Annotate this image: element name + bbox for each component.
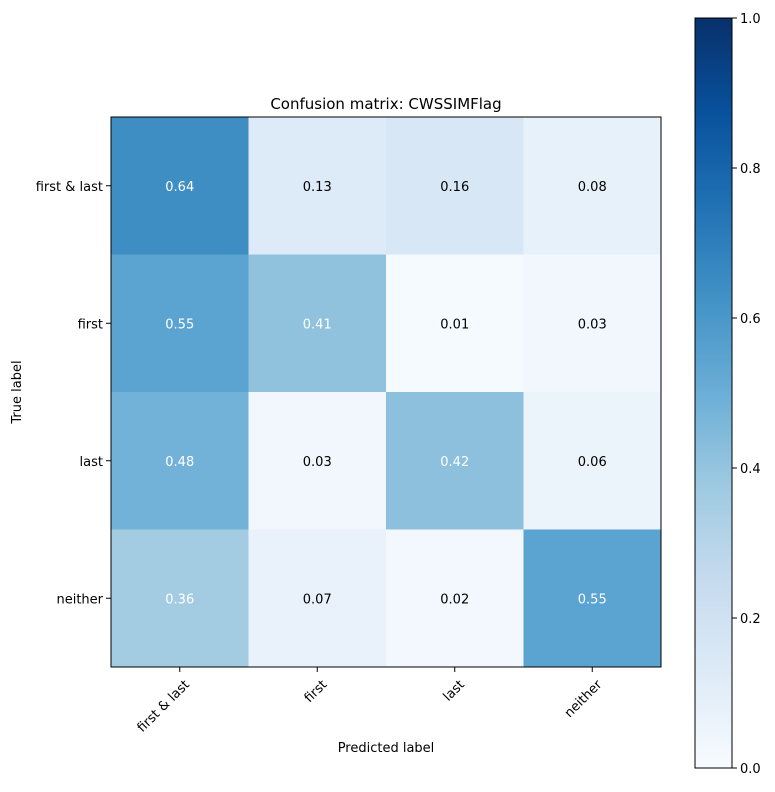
x-axis-label: Predicted label [338, 741, 435, 756]
cell-value-label: 0.36 [165, 592, 194, 607]
heatmap-cell [386, 117, 524, 255]
colorbar-tick-label: 0.8 [740, 162, 761, 177]
cell-value-label: 0.41 [303, 317, 332, 332]
heatmap-cell [523, 529, 662, 668]
cell-value-label: 0.08 [578, 180, 607, 195]
heatmap-cell [248, 117, 387, 255]
plot-frame [110, 116, 662, 668]
heatmap-cell [386, 529, 524, 668]
colorbar-tick-label: 1.0 [740, 12, 761, 27]
x-tick-label: last [441, 677, 468, 704]
heatmap-cell [386, 392, 524, 530]
y-axis: first & last first last neither [36, 180, 111, 607]
cell-value-label: 0.01 [440, 317, 469, 332]
heatmap-cell [111, 529, 249, 668]
y-tick-label: first [78, 317, 103, 332]
y-tick-label: last [80, 455, 103, 470]
heatmap-cell [248, 392, 387, 530]
colorbar-tick-label: 0.2 [740, 612, 761, 627]
cell-value-label: 0.55 [578, 592, 607, 607]
x-axis: first & last first last neither [135, 667, 606, 736]
heatmap-cell [523, 392, 662, 530]
colorbar-tick-label: 0.0 [740, 762, 761, 777]
heatmap-cell [523, 254, 662, 393]
cell-value-label: 0.55 [165, 317, 194, 332]
heatmap-cell [248, 529, 387, 668]
chart-title: Confusion matrix: CWSSIMFlag [270, 95, 501, 113]
colorbar-gradient [694, 17, 733, 769]
cell-value-label: 0.03 [303, 455, 332, 470]
y-axis-label: True label [10, 360, 25, 424]
heatmap-cell [111, 254, 249, 393]
cell-value-label: 0.02 [440, 592, 469, 607]
x-tick-label: first & last [135, 677, 193, 735]
colorbar-tick-label: 0.6 [740, 312, 761, 327]
heatmap-cells [111, 117, 662, 668]
cell-value-label: 0.07 [303, 592, 332, 607]
cell-value-label: 0.13 [303, 180, 332, 195]
y-tick-label: first & last [36, 180, 103, 195]
heatmap-cell [111, 392, 249, 530]
cell-value-label: 0.42 [440, 455, 469, 470]
cell-value-label: 0.03 [578, 317, 607, 332]
cell-value-label: 0.48 [165, 455, 194, 470]
colorbar: 0.0 0.2 0.4 0.6 0.8 1.0 [694, 12, 761, 777]
cell-value-label: 0.64 [165, 180, 194, 195]
cell-value-label: 0.16 [440, 180, 469, 195]
heatmap-cell [248, 254, 387, 393]
x-tick-label: first [302, 677, 331, 706]
x-tick-label: neither [562, 677, 606, 721]
heatmap-cell [523, 117, 662, 255]
heatmap-cell-labels: 0.64 0.13 0.16 0.08 0.55 0.41 0.01 0.03 0.48 0.03… [165, 180, 606, 608]
colorbar-tick-label: 0.4 [740, 462, 761, 477]
heatmap-cell [111, 117, 249, 255]
heatmap-cell [386, 254, 524, 393]
cell-value-label: 0.06 [578, 455, 607, 470]
y-tick-label: neither [56, 592, 103, 607]
